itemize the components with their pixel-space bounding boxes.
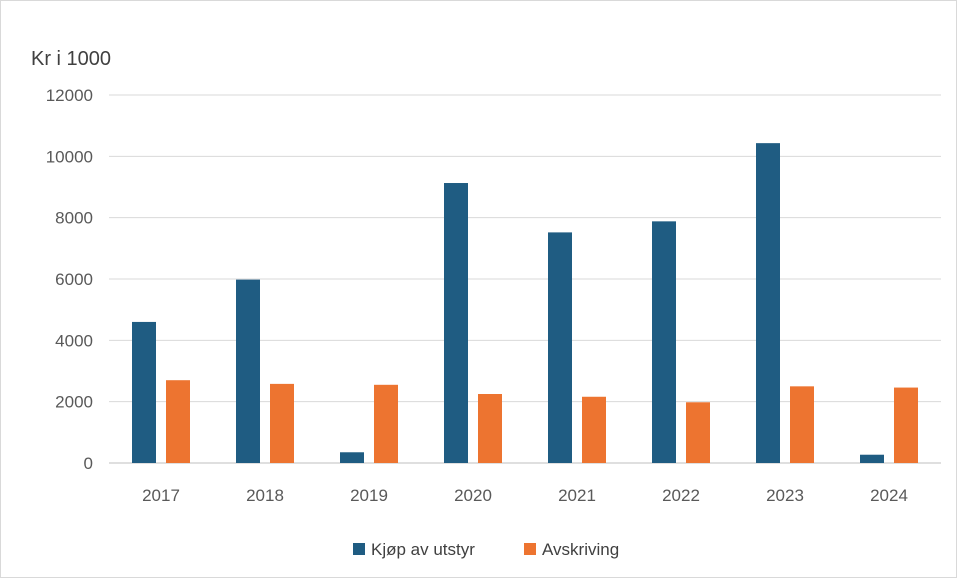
x-tick-label: 2018	[246, 486, 284, 505]
bar-kjop-2020	[444, 183, 468, 463]
legend-label: Avskriving	[542, 540, 619, 559]
x-tick-label: 2022	[662, 486, 700, 505]
y-tick-label: 0	[84, 454, 93, 473]
y-tick-label: 8000	[55, 209, 93, 228]
x-tick-label: 2020	[454, 486, 492, 505]
y-tick-label: 12000	[46, 86, 93, 105]
bar-kjop-2024	[860, 454, 884, 463]
legend-swatch	[353, 543, 365, 555]
y-tick-label: 4000	[55, 331, 93, 350]
x-tick-label: 2017	[142, 486, 180, 505]
x-axis-ticks: 2017 2018 2019 2020 2021 2022 2023 2024	[142, 486, 908, 505]
bar-kjop-2017	[132, 321, 156, 463]
bar-avskriving-2019	[374, 384, 398, 463]
x-tick-label: 2023	[766, 486, 804, 505]
x-tick-label: 2024	[870, 486, 908, 505]
bar-kjop-2022	[652, 221, 676, 463]
bar-avskriving-2018	[270, 383, 294, 463]
bar-kjop-2018	[236, 279, 260, 463]
bar-kjop-2019	[340, 452, 364, 463]
bars	[132, 143, 918, 463]
bar-avskriving-2023	[790, 386, 814, 463]
x-tick-label: 2019	[350, 486, 388, 505]
legend-swatch	[524, 543, 536, 555]
legend: Kjøp av utstyr Avskriving	[353, 540, 619, 559]
y-tick-label: 2000	[55, 393, 93, 412]
y-axis-ticks: 0 2000 4000 6000 8000 10000 12000	[46, 86, 93, 473]
gridlines	[109, 94, 941, 464]
bar-avskriving-2024	[894, 387, 918, 463]
bar-avskriving-2020	[478, 394, 502, 463]
bar-avskriving-2022	[686, 402, 710, 463]
legend-label: Kjøp av utstyr	[371, 540, 475, 559]
bar-kjop-2021	[548, 232, 572, 463]
bar-avskriving-2017	[166, 380, 190, 463]
x-tick-label: 2021	[558, 486, 596, 505]
bar-avskriving-2021	[582, 396, 606, 463]
y-unit-label: Kr i 1000	[31, 48, 111, 70]
y-tick-label: 10000	[46, 147, 93, 166]
bar-kjop-2023	[756, 143, 780, 463]
y-tick-label: 6000	[55, 270, 93, 289]
